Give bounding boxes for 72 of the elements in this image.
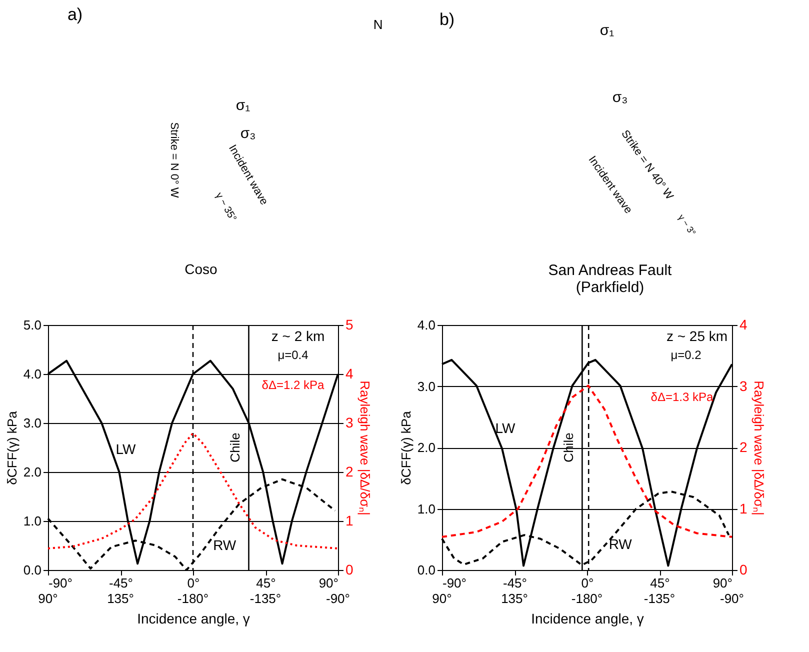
y2-tick-label: 3 xyxy=(346,414,354,430)
y-tick-label: 2.0 xyxy=(417,440,436,455)
annotation: δΔ=1.2 kPa xyxy=(262,378,325,392)
text: 135° xyxy=(501,591,528,606)
x-tick-label: 0° xyxy=(581,576,594,590)
x-tick-label: -90° xyxy=(48,576,72,590)
annotation: δΔ=1.3 kPa xyxy=(650,390,714,404)
y-tick-label: 4.0 xyxy=(417,318,436,332)
text: Strike = N 0° W xyxy=(168,122,180,198)
text: γ ~ 35° xyxy=(212,190,238,224)
y2-axis-title: Rayleigh wave |δΔ/δσₙ| xyxy=(357,380,372,516)
y-tick-label: 3.0 xyxy=(23,416,42,430)
annotation: z ~ 2 km xyxy=(271,328,325,344)
annotation: LW xyxy=(116,440,136,457)
y-tick-label: 4.0 xyxy=(23,366,42,382)
text: -135° xyxy=(250,591,282,606)
y-tick-label: 3.0 xyxy=(417,378,436,394)
x-tick-label: 90° xyxy=(318,576,338,590)
annotation: μ=0.2 xyxy=(670,348,702,362)
y2-tick-label: 4 xyxy=(346,366,354,382)
annotation: LW xyxy=(495,420,516,436)
y2-tick-label: 0 xyxy=(740,562,748,578)
text: 135° xyxy=(107,591,134,606)
x-tick-label: 90° xyxy=(712,576,732,590)
ref-line-label: Chile xyxy=(561,432,576,462)
chart-title: a) xyxy=(67,5,83,24)
text: -180° xyxy=(571,591,603,606)
y2-axis-title: Rayleigh wave |δΔ/δσₙ| xyxy=(751,380,766,516)
x-tick-label: -90° xyxy=(442,576,466,590)
annotation: RW xyxy=(213,537,237,554)
y-tick-label: 0.0 xyxy=(23,562,42,578)
text: -90° xyxy=(720,591,744,606)
text: σ₃ xyxy=(612,89,628,106)
y2-tick-label: 3 xyxy=(740,378,748,394)
y-tick-label: 0.0 xyxy=(417,562,436,578)
y-axis-title: δCFF(γ) kPa xyxy=(4,410,20,485)
text: Coso xyxy=(184,261,218,277)
y-axis-title: δCFF(γ) kPa xyxy=(398,410,414,485)
text: San Andreas Fault (Parkfield) xyxy=(548,262,673,296)
annotation: z ~ 25 km xyxy=(666,328,728,344)
text: -90° xyxy=(326,591,350,606)
text: -180° xyxy=(177,591,209,606)
y2-tick-label: 0 xyxy=(346,562,354,578)
x-axis-title: Incidence angle, γ xyxy=(531,610,644,626)
annotation: RW xyxy=(608,536,633,552)
text: σ₃ xyxy=(240,125,256,142)
y2-tick-label: 5 xyxy=(346,316,354,332)
y2-tick-label: 2 xyxy=(346,464,354,480)
annotation: μ=0.4 xyxy=(278,348,309,362)
y2-tick-label: 4 xyxy=(740,316,748,332)
chart-title: b) xyxy=(439,10,455,29)
x-tick-label: -45° xyxy=(503,576,527,590)
y2-tick-label: 1 xyxy=(346,512,354,528)
y2-tick-label: 1 xyxy=(740,500,748,516)
text: γ ~ 3° xyxy=(676,212,698,238)
x-tick-label: 45° xyxy=(256,576,276,590)
x-axis-title: Incidence angle, γ xyxy=(137,610,250,626)
y-tick-label: 2.0 xyxy=(23,464,42,480)
text: σ₁ xyxy=(600,22,614,39)
text: 90° xyxy=(432,591,452,606)
ref-line-label: Chile xyxy=(228,432,243,462)
text: σ₁ xyxy=(236,97,250,114)
y-tick-label: 5.0 xyxy=(23,318,42,332)
y2-tick-label: 2 xyxy=(740,439,748,455)
text: 90° xyxy=(38,591,58,606)
text: -135° xyxy=(644,591,676,606)
x-tick-label: 45° xyxy=(650,576,670,590)
y-tick-label: 1.0 xyxy=(417,501,436,516)
x-tick-label: -45° xyxy=(109,576,133,590)
text: N xyxy=(373,17,383,32)
y-tick-label: 1.0 xyxy=(23,514,42,528)
x-tick-label: 0° xyxy=(187,576,200,590)
